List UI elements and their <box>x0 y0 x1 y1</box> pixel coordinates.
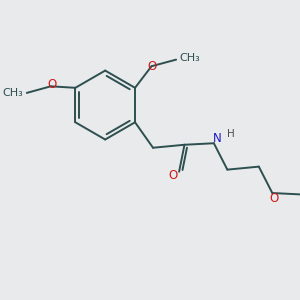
Text: N: N <box>212 132 221 145</box>
Text: H: H <box>227 129 235 139</box>
Text: O: O <box>147 60 156 73</box>
Text: CH₃: CH₃ <box>2 88 23 98</box>
Text: CH₃: CH₃ <box>179 52 200 62</box>
Text: O: O <box>168 169 177 182</box>
Text: O: O <box>48 78 57 91</box>
Text: O: O <box>269 192 278 205</box>
